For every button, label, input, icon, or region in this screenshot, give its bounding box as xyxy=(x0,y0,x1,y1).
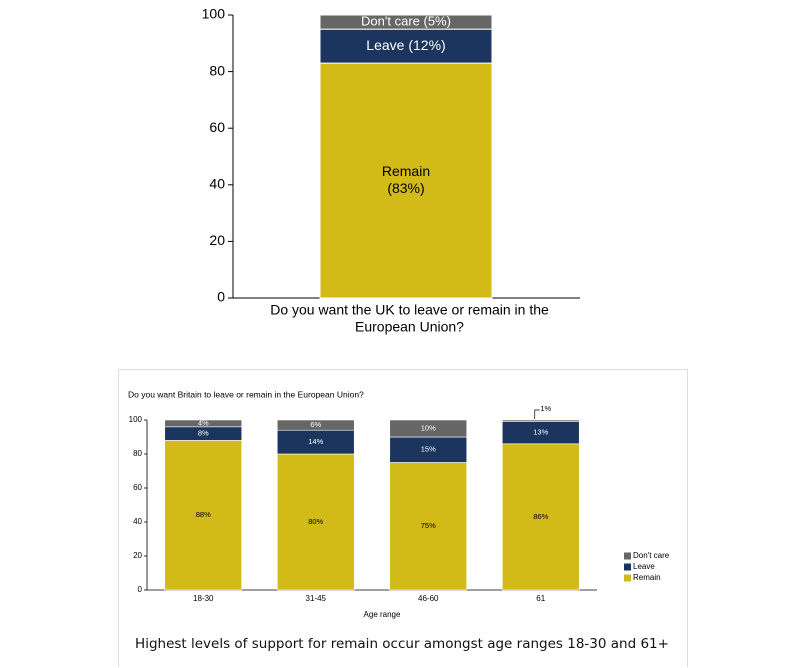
bar-label-leave: Leave (12%) xyxy=(366,37,445,53)
y-tick-label: 100 xyxy=(129,415,143,424)
bar-value-label: 75% xyxy=(421,521,436,530)
y-tick-label: 60 xyxy=(209,119,225,135)
label-leader-line xyxy=(534,409,540,419)
y-tick-label: 20 xyxy=(209,232,225,248)
x-tick-label: 31-45 xyxy=(306,594,327,603)
bar-remain xyxy=(276,453,355,591)
bar-value-label: 88% xyxy=(196,510,211,519)
bar-dont-care xyxy=(164,419,243,428)
bar-leave xyxy=(319,28,493,64)
legend-label-dont-care: Don't care xyxy=(633,551,670,560)
y-tick-label: 20 xyxy=(133,551,142,560)
bar-value-label: 13% xyxy=(533,428,548,437)
legend-label-remain: Remain xyxy=(633,573,661,582)
y-tick-label: 80 xyxy=(209,62,225,78)
bar-remain xyxy=(501,443,580,591)
y-tick-label: 40 xyxy=(209,176,225,192)
chart-title: Do you want Britain to leave or remain i… xyxy=(128,389,364,399)
age-range-chart-panel: Do you want Britain to leave or remain i… xyxy=(118,369,688,667)
bar-dont-care xyxy=(389,419,468,438)
bar-value-label: 6% xyxy=(310,420,321,429)
legend-swatch-dont-care xyxy=(624,552,631,560)
y-tick-label: 0 xyxy=(217,289,225,305)
x-tick-label: 61 xyxy=(536,594,545,603)
bar-value-label: 14% xyxy=(308,437,323,446)
bar-remain xyxy=(164,440,243,591)
age-range-chart: Do you want Britain to leave or remain i… xyxy=(128,389,670,619)
bar-value-label: 8% xyxy=(198,429,209,438)
referendum-overall-chart: 0 20 40 60 80 100 Remain(83%) Leave (12%) Don't … xyxy=(202,6,580,335)
bar-value-label: 80% xyxy=(308,517,323,526)
bar-dont-care xyxy=(501,419,580,423)
legend-swatch-remain xyxy=(624,574,631,582)
bar-value-label: 1% xyxy=(540,404,551,413)
bar-dont-care xyxy=(319,14,493,30)
bar-value-label: 15% xyxy=(421,445,436,454)
bar-label-remain: Remain xyxy=(382,163,430,179)
bar-label-remain: (83%) xyxy=(387,180,424,196)
bar-value-label: 4% xyxy=(198,418,209,427)
bar-label-dont-care: Don't care (5%) xyxy=(361,14,451,29)
chart-caption: Highest levels of support for remain occ… xyxy=(135,636,669,652)
x-tick-label: 18-30 xyxy=(193,594,214,603)
x-axis-title: European Union? xyxy=(355,319,464,335)
bar-dont-care xyxy=(276,419,355,431)
x-tick-label: 46-60 xyxy=(418,594,439,603)
y-tick-label: 0 xyxy=(138,585,143,594)
y-tick-label: 100 xyxy=(202,6,226,22)
x-axis-title: Do you want the UK to leave or remain in… xyxy=(270,302,549,318)
bar-remain xyxy=(389,462,468,591)
bar-value-label: 10% xyxy=(421,423,436,432)
x-axis-title: Age range xyxy=(364,610,401,619)
legend-label-leave: Leave xyxy=(633,562,655,571)
y-tick-label: 80 xyxy=(133,449,142,458)
bar-value-label: 86% xyxy=(533,512,548,521)
legend-swatch-leave xyxy=(624,563,631,571)
y-tick-label: 60 xyxy=(133,483,142,492)
y-tick-label: 40 xyxy=(133,517,142,526)
bar-remain xyxy=(319,62,493,299)
bar-leave xyxy=(389,436,468,463)
